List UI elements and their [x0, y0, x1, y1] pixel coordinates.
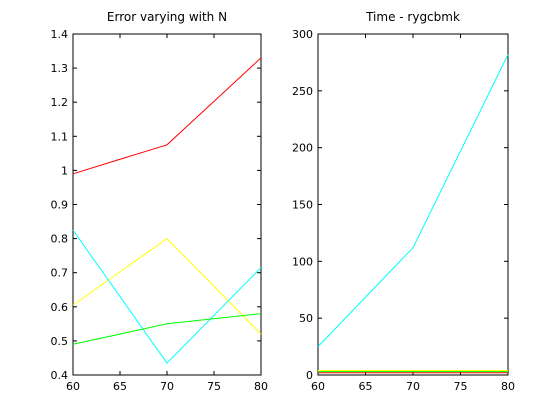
- series-line-3: [72, 229, 262, 364]
- y-tick-label: 1.4: [51, 28, 69, 41]
- x-tick-label: 65: [113, 380, 127, 393]
- x-tick-label: 70: [160, 380, 174, 393]
- y-tick-label: 0.6: [51, 301, 69, 314]
- x-tick-label: 75: [454, 380, 468, 393]
- y-tick-label: 300: [292, 28, 313, 41]
- y-tick-label: 200: [292, 142, 313, 155]
- series-line-4: [72, 313, 262, 345]
- x-tick-label: 65: [359, 380, 373, 393]
- y-tick-label: 0.9: [51, 199, 69, 212]
- x-tick-label: 60: [66, 380, 80, 393]
- series-line-2: [72, 237, 262, 335]
- x-tick-label: 60: [311, 380, 325, 393]
- series-line-4: [317, 54, 509, 347]
- y-tick-label: 150: [292, 199, 313, 212]
- axis-ticks: 60 65 70 75 80 0.4 0.5 0.6 0.7 0.8 0.9 1 1.1 1.2 1.3 1.…: [51, 28, 269, 393]
- right-plot-time: Time - rygcbmk 60 65 70 75 80 0 50 100 150 200 250…: [292, 10, 515, 393]
- chart-title: Error varying with N: [107, 10, 227, 24]
- left-plot-error: Error varying with N 60 65 70 75 80 0.4 0.5 0.6…: [51, 10, 269, 393]
- y-tick-label: 0.5: [51, 335, 69, 348]
- y-tick-label: 100: [292, 255, 313, 268]
- y-tick-label: 0.4: [51, 369, 69, 382]
- y-tick-label: 0: [306, 369, 313, 382]
- y-tick-label: 250: [292, 85, 313, 98]
- series-group: [317, 54, 509, 374]
- y-tick-label: 1.2: [51, 96, 69, 109]
- axis-ticks: 60 65 70 75 80 0 50 100 150 200 250 300: [292, 28, 515, 393]
- plot-frame: [317, 33, 509, 376]
- series-line-1: [72, 57, 262, 175]
- x-tick-label: 75: [207, 380, 221, 393]
- y-tick-label: 1.1: [51, 130, 69, 143]
- x-tick-label: 70: [406, 380, 420, 393]
- y-tick-label: 1: [61, 164, 68, 177]
- y-tick-label: 1.3: [51, 62, 69, 75]
- plot-frame: [72, 33, 262, 376]
- y-tick-label: 50: [299, 312, 313, 325]
- x-tick-label: 80: [501, 380, 515, 393]
- chart-title: Time - rygcbmk: [365, 10, 460, 24]
- y-tick-label: 0.8: [51, 233, 69, 246]
- x-tick-label: 80: [254, 380, 268, 393]
- y-tick-label: 0.7: [51, 267, 69, 280]
- series-group: [72, 57, 262, 364]
